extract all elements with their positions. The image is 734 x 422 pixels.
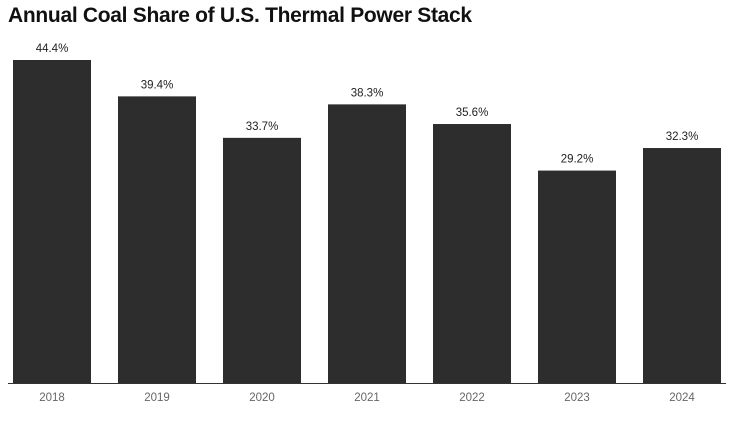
x-tick-label-2023: 2023 [564, 392, 590, 404]
bar-value-label-2020: 33.7% [246, 121, 279, 133]
bar-2020 [223, 137, 301, 383]
x-tick-label-2024: 2024 [669, 392, 695, 404]
bar-value-label-2018: 44.4% [36, 43, 69, 55]
bar-value-label-2024: 32.3% [666, 131, 699, 143]
x-tick-label-2021: 2021 [354, 392, 380, 404]
bar-2021 [328, 104, 406, 383]
x-tick-label-2018: 2018 [39, 392, 65, 404]
bar-2018 [13, 60, 91, 383]
bar-2019 [118, 96, 196, 383]
bars-group [13, 60, 721, 384]
value-labels-group: 44.4% 39.4% 33.7% 38.3% 35.6% 29.2% 32.3% [36, 43, 699, 166]
x-tick-labels-group: 2018 2019 2020 2021 2022 2023 2024 [39, 392, 695, 404]
x-tick-label-2019: 2019 [144, 392, 170, 404]
x-tick-label-2020: 2020 [249, 392, 275, 404]
bar-value-label-2019: 39.4% [141, 79, 174, 91]
bar-value-label-2023: 29.2% [561, 154, 594, 166]
chart-title: Annual Coal Share of U.S. Thermal Power … [8, 4, 472, 27]
bar-value-label-2021: 38.3% [351, 87, 384, 99]
bar-2023 [538, 170, 616, 383]
x-tick-label-2022: 2022 [459, 392, 485, 404]
bar-2022 [433, 124, 511, 384]
bar-2024 [643, 148, 721, 383]
bar-value-label-2022: 35.6% [456, 107, 489, 119]
